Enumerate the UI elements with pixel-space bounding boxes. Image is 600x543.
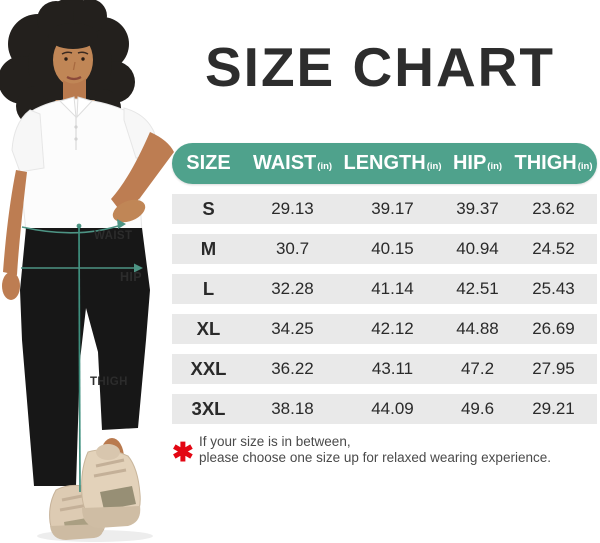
table-row: L 32.28 41.14 42.51 25.43 [172, 274, 597, 304]
length-cell: 43.11 [371, 359, 414, 378]
thigh-cell: 26.69 [532, 319, 575, 338]
column-header-label: THIGH [514, 152, 577, 174]
size-table-header: SIZE WAIST (in) LENGTH (in) HIP (in) THIGH(… [172, 143, 597, 184]
asterisk-icon: ✱ [172, 437, 194, 467]
thigh-cell: 29.21 [532, 399, 575, 418]
size-cell: M [200, 238, 217, 259]
table-row: XXL 36.22 43.11 47.2 27.95 [172, 354, 597, 384]
model-photo [0, 0, 174, 542]
length-cell: 39.17 [371, 199, 414, 218]
note: ✱ If your size is in between, please cho… [172, 434, 598, 465]
waist-cell: 32.28 [271, 279, 314, 298]
model-pants [20, 228, 150, 486]
waist-cell: 36.22 [271, 359, 314, 378]
column-header-label: LENGTH [343, 152, 426, 174]
column-header-hip: HIP (in) [445, 152, 510, 175]
hip-cell: 47.2 [460, 359, 495, 378]
note-text: If your size is in between, please choos… [199, 434, 598, 465]
column-header-thigh: THIGH (in) [510, 152, 597, 175]
column-header-label: SIZE [186, 152, 231, 174]
size-cell: S [202, 198, 215, 219]
hip-cell: 44.88 [456, 319, 499, 338]
note-line-1: If your size is in between, [199, 434, 351, 449]
waist-cell: 29.13 [271, 199, 314, 218]
thigh-cell: 27.95 [532, 359, 575, 378]
length-cell: 41.14 [371, 279, 414, 298]
waist-cell: 30.7 [275, 239, 310, 258]
length-cell: 40.15 [371, 239, 414, 258]
waist-cell: 34.25 [271, 319, 314, 338]
column-unit: (in) [577, 161, 593, 172]
size-cell: L [202, 278, 215, 299]
model-left-arm [2, 170, 27, 300]
size-cell: XXL [190, 358, 227, 379]
thigh-measure-label: THIGH [90, 376, 128, 388]
size-table: SIZE WAIST (in) LENGTH (in) HIP (in) THIGH(… [172, 143, 597, 424]
column-header-label: WAIST [252, 152, 317, 174]
thigh-cell: 23.62 [532, 199, 575, 218]
page-title: SIZE CHART [205, 36, 555, 98]
table-row: S 29.13 39.17 39.37 23.62 [172, 194, 597, 224]
waist-measure-label: WAIST [94, 230, 133, 242]
hip-cell: 42.51 [456, 279, 499, 298]
table-row: 3XL 38.18 44.09 49.6 29.21 [172, 394, 597, 424]
table-row: XL 34.25 42.12 44.88 26.69 [172, 314, 597, 344]
waist-cell: 38.18 [271, 399, 314, 418]
column-header-label: HIP [452, 152, 487, 174]
column-header-length: LENGTH (in) [340, 152, 445, 175]
model-sneakers [49, 444, 141, 540]
column-unit: (in) [317, 161, 333, 172]
size-cell: XL [196, 318, 221, 339]
size-cell: 3XL [191, 398, 226, 419]
thigh-cell: 25.43 [532, 279, 575, 298]
column-header-size: SIZE [172, 152, 245, 175]
model-right-arm [111, 132, 174, 223]
table-row: M 30.7 40.15 40.94 24.52 [172, 234, 597, 264]
column-header-waist: WAIST (in) [245, 152, 340, 175]
hip-cell: 39.37 [456, 199, 499, 218]
length-cell: 44.09 [371, 399, 414, 418]
model-polo-shirt [11, 96, 161, 233]
length-cell: 42.12 [371, 319, 414, 338]
column-unit: (in) [487, 161, 503, 172]
note-line-2: please choose one size up for relaxed we… [199, 449, 551, 465]
hip-measure-label: HIP [120, 270, 143, 284]
hip-cell: 49.6 [460, 399, 495, 418]
column-unit: (in) [426, 161, 442, 172]
thigh-cell: 24.52 [532, 239, 575, 258]
hip-cell: 40.94 [456, 239, 499, 258]
